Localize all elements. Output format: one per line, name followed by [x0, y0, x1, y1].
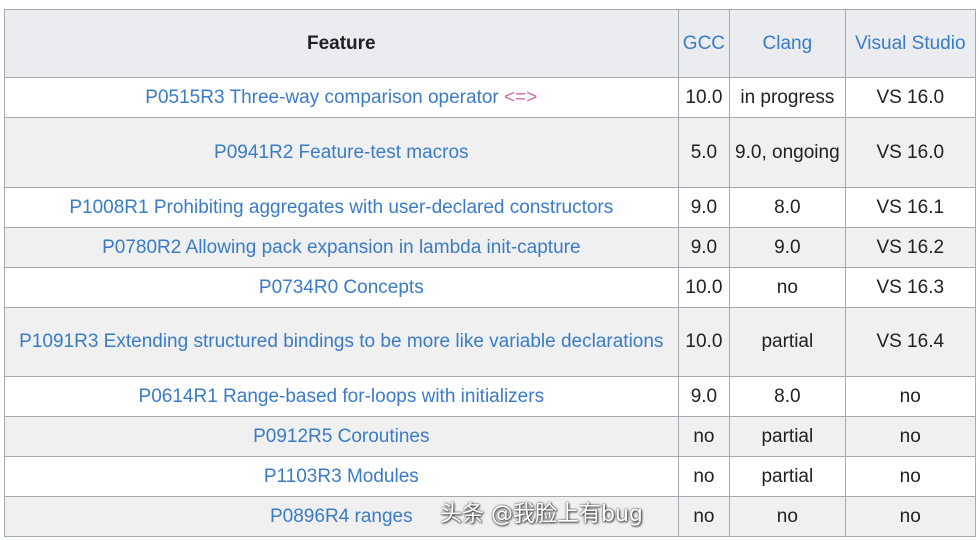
- clang-cell: 8.0: [729, 187, 846, 228]
- header-feature[interactable]: Feature: [4, 9, 679, 78]
- feature-cell[interactable]: P0780R2 Allowing pack expansion in lambd…: [4, 227, 679, 268]
- gcc-cell: 9.0: [677, 227, 731, 268]
- header-gcc[interactable]: GCC: [677, 9, 731, 78]
- feature-link[interactable]: P0941R2 Feature-test macros: [214, 141, 469, 163]
- feature-cell[interactable]: P0515R3 Three-way comparison operator <=…: [4, 77, 679, 118]
- feature-link[interactable]: P1091R3 Extending structured bindings to…: [19, 331, 664, 352]
- table-row: P0896R4 ranges no no no: [4, 496, 976, 537]
- table-row: P1091R3 Extending structured bindings to…: [4, 307, 976, 377]
- vs-cell: VS 16.3: [844, 267, 976, 308]
- clang-cell: partial: [729, 416, 846, 457]
- table-row: P0734R0 Concepts 10.0 no VS 16.3: [4, 267, 976, 308]
- clang-cell: partial: [729, 456, 846, 497]
- clang-cell: partial: [729, 307, 846, 377]
- feature-link[interactable]: P0912R5 Coroutines: [253, 425, 430, 447]
- gcc-cell: 10.0: [677, 267, 731, 308]
- vs-cell: VS 16.0: [844, 77, 976, 118]
- clang-cell: no: [729, 267, 846, 308]
- gcc-cell: 5.0: [677, 117, 731, 188]
- table-row: P0941R2 Feature-test macros 5.0 9.0, ong…: [4, 117, 976, 188]
- gcc-cell: 9.0: [677, 187, 731, 228]
- gcc-cell: no: [677, 496, 731, 537]
- clang-cell: in progress: [729, 77, 846, 118]
- feature-cell[interactable]: P1103R3 Modules: [4, 456, 679, 497]
- feature-link[interactable]: P0734R0 Concepts: [258, 276, 424, 298]
- feature-cell[interactable]: P1008R1 Prohibiting aggregates with user…: [4, 187, 679, 228]
- gcc-cell: no: [677, 416, 731, 457]
- clang-cell: 8.0: [729, 376, 846, 417]
- feature-link[interactable]: P1008R1 Prohibiting aggregates with user…: [69, 196, 614, 218]
- table-row: P0515R3 Three-way comparison operator <=…: [4, 77, 976, 118]
- clang-cell: 9.0: [729, 227, 846, 268]
- table-row: P0614R1 Range-based for-loops with initi…: [4, 376, 976, 417]
- feature-link[interactable]: P0896R4 ranges: [270, 505, 413, 527]
- vs-cell: VS 16.0: [844, 117, 976, 188]
- feature-link[interactable]: P0780R2 Allowing pack expansion in lambd…: [102, 236, 581, 258]
- feature-cell[interactable]: P0614R1 Range-based for-loops with initi…: [4, 376, 679, 417]
- operator-glyph: <=>: [504, 86, 538, 108]
- gcc-cell: 10.0: [677, 77, 731, 118]
- feature-cell[interactable]: P0941R2 Feature-test macros: [4, 117, 679, 188]
- vs-cell: no: [844, 376, 976, 417]
- feature-cell[interactable]: P0912R5 Coroutines: [4, 416, 679, 457]
- header-vs[interactable]: Visual Studio: [844, 9, 976, 78]
- feature-link[interactable]: P1103R3 Modules: [263, 465, 419, 487]
- header-row: Feature GCC Clang Visual Studio: [4, 9, 976, 78]
- feature-cell[interactable]: P1091R3 Extending structured bindings to…: [4, 307, 679, 377]
- gcc-cell: 9.0: [677, 376, 731, 417]
- vs-cell: VS 16.1: [844, 187, 976, 228]
- gcc-cell: no: [677, 456, 731, 497]
- table-row: P1008R1 Prohibiting aggregates with user…: [4, 187, 976, 228]
- feature-cell[interactable]: P0896R4 ranges: [4, 496, 679, 537]
- gcc-cell: 10.0: [677, 307, 731, 377]
- clang-cell: no: [729, 496, 846, 537]
- watermark: 头条 @我脸上有bug: [440, 502, 643, 527]
- feature-cell[interactable]: P0734R0 Concepts: [4, 267, 679, 308]
- feature-link[interactable]: P0515R3 Three-way comparison operator: [145, 86, 499, 108]
- table-row: P0912R5 Coroutines no partial no: [4, 416, 976, 457]
- table-row: P1103R3 Modules no partial no: [4, 456, 976, 497]
- clang-cell: 9.0, ongoing: [729, 117, 846, 188]
- table-row: P0780R2 Allowing pack expansion in lambd…: [4, 227, 976, 268]
- header-clang[interactable]: Clang: [729, 9, 846, 78]
- compiler-support-table: Feature GCC Clang Visual Studio P0515R3 …: [4, 9, 976, 537]
- vs-cell: no: [844, 456, 976, 497]
- vs-cell: VS 16.2: [844, 227, 976, 268]
- vs-cell: no: [844, 416, 976, 457]
- vs-cell: no: [844, 496, 976, 537]
- vs-cell: VS 16.4: [844, 307, 976, 377]
- feature-link[interactable]: P0614R1 Range-based for-loops with initi…: [138, 385, 545, 407]
